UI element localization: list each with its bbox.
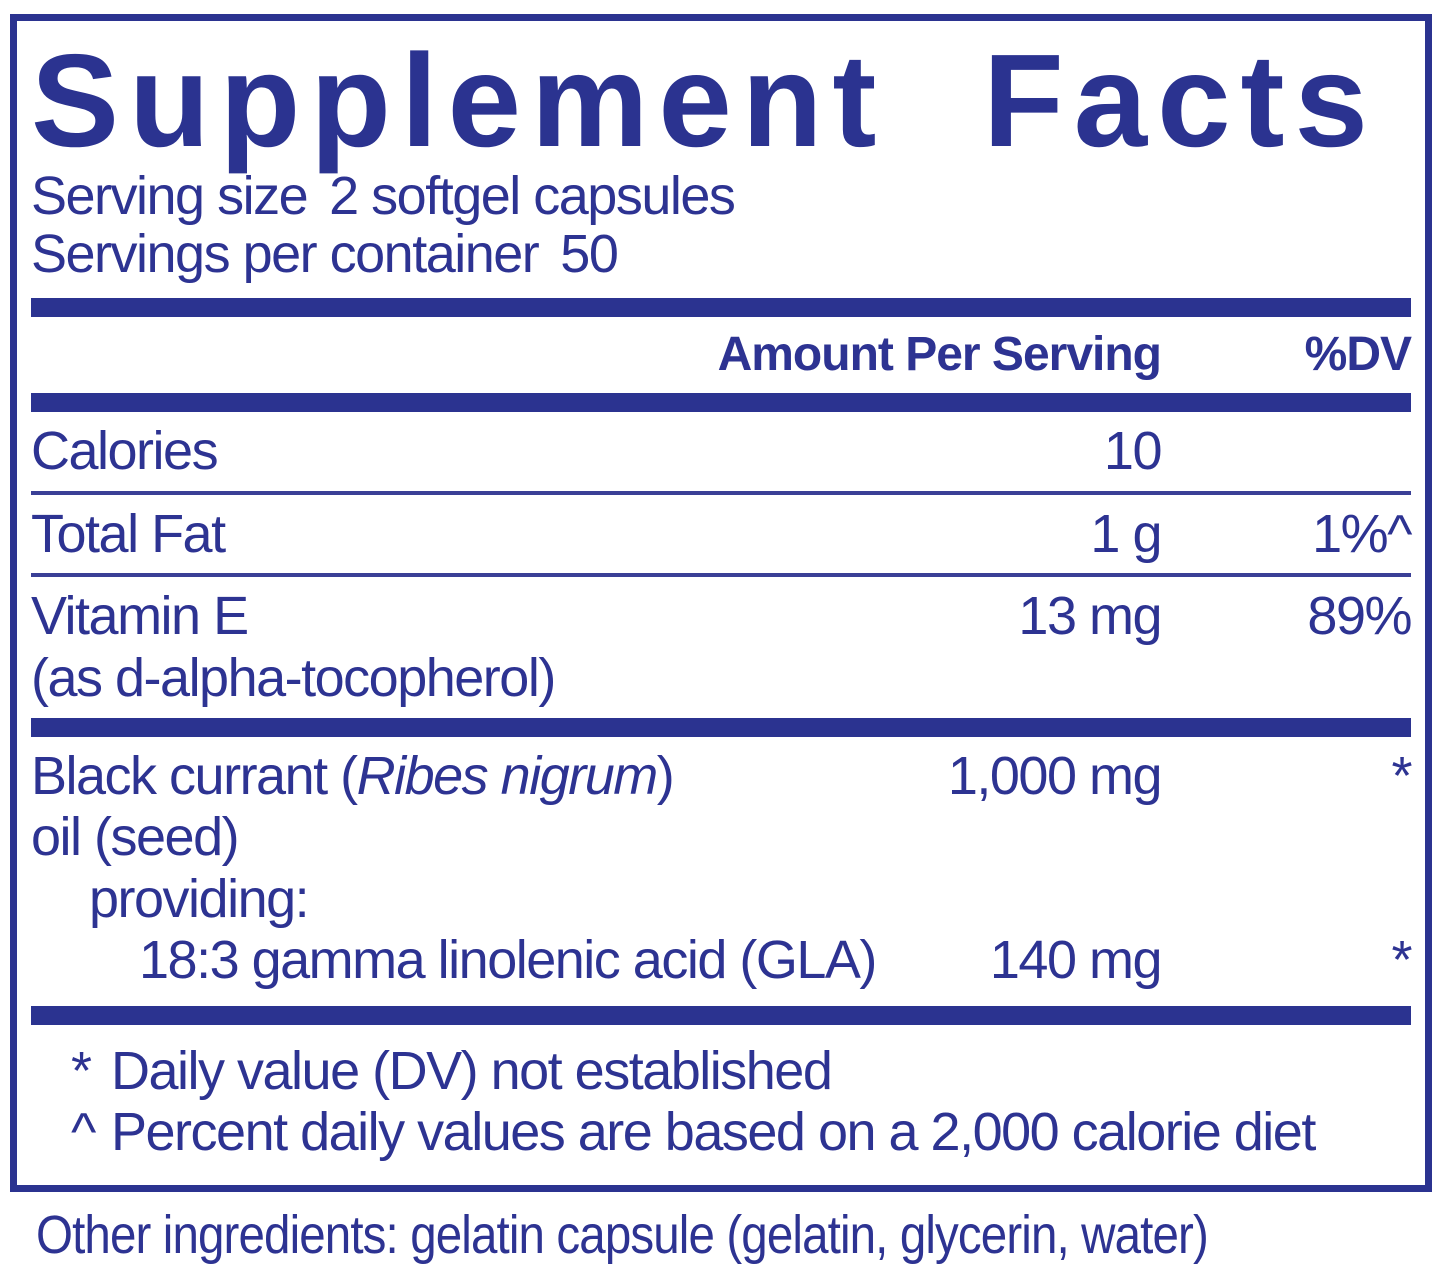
row-separator	[31, 573, 1411, 578]
footnote-caret-marker: ^	[71, 1101, 96, 1162]
serving-size-line: Serving size 2 softgel capsules	[31, 167, 1411, 225]
footnote-text: Percent daily values are based on a 2,00…	[111, 1101, 1316, 1162]
serving-size-value: 2 softgel capsules	[329, 166, 736, 226]
nutrient-dv: 89%	[1307, 586, 1412, 647]
blend-species-italic: Ribes nigrum	[356, 745, 659, 806]
blend-section: Black currant (Ribes nigrum) 1,000 mg * …	[31, 737, 1413, 1006]
column-header-row: Amount Per Serving %DV	[31, 317, 1412, 394]
nutrient-dv: 1%^	[1312, 503, 1412, 564]
blend-providing-label: providing:	[89, 868, 310, 929]
supplement-facts-panel: Supplement Facts Serving size 2 softgel c…	[10, 14, 1432, 1192]
row-separator	[31, 490, 1411, 495]
nutrient-row-calories: Calories 10	[31, 412, 1411, 491]
nutrient-amount: 10	[1103, 421, 1163, 482]
amount-per-serving-header: Amount Per Serving	[717, 327, 1162, 381]
component-name: 18:3 gamma linolenic acid (GLA)	[139, 930, 877, 991]
divider-bar-bottom	[31, 1005, 1411, 1025]
nutrient-name: Calories	[31, 421, 219, 482]
servings-per-container-value: 50	[560, 224, 619, 285]
blend-name-line2: oil (seed)	[31, 807, 240, 868]
blend-name-line1: Black currant (Ribes nigrum)	[31, 745, 675, 806]
component-dv: *	[1391, 930, 1412, 991]
percent-dv-header: %DV	[1304, 327, 1412, 381]
footnote-text: Daily value (DV) not established	[111, 1040, 833, 1101]
nutrient-amount: 1 g	[1090, 503, 1162, 564]
blend-dv: *	[1391, 745, 1412, 806]
nutrient-row-total-fat: Total Fat 1 g 1%^	[31, 495, 1413, 574]
nutrient-name: Total Fat	[31, 503, 226, 564]
blend-component-row: 18:3 gamma linolenic acid (GLA) 140 mg *	[31, 930, 1413, 992]
blend-amount: 1,000 mg	[947, 745, 1163, 806]
nutrient-amount: 13 mg	[1018, 586, 1162, 647]
footnote-percent-dv: ^ Percent daily values are based on a 2,…	[31, 1102, 1411, 1163]
footnotes: * Daily value (DV) not established ^ Per…	[31, 1041, 1411, 1163]
divider-bar-middle	[31, 717, 1411, 737]
nutrient-name-note: (as d-alpha-tocopherol)	[31, 647, 556, 708]
nutrient-name: Vitamin E	[31, 586, 249, 647]
divider-bar-header	[31, 393, 1411, 413]
footnote-daily-value: * Daily value (DV) not established	[31, 1041, 1411, 1102]
servings-per-container-line: Servings per container 50	[31, 225, 1411, 283]
footnote-asterisk-marker: *	[71, 1040, 92, 1101]
component-amount: 140 mg	[989, 930, 1163, 991]
nutrient-row-vitamin-e: Vitamin E 13 mg 89% (as d-alpha-tocopher…	[31, 577, 1413, 717]
servings-per-container-label: Servings per container	[31, 224, 540, 285]
divider-bar-top	[31, 297, 1411, 317]
panel-title: Supplement Facts	[31, 27, 1378, 174]
other-ingredients-line: Other ingredients: gelatin capsule (gela…	[36, 1205, 1209, 1265]
serving-size-label: Serving size	[31, 166, 309, 226]
